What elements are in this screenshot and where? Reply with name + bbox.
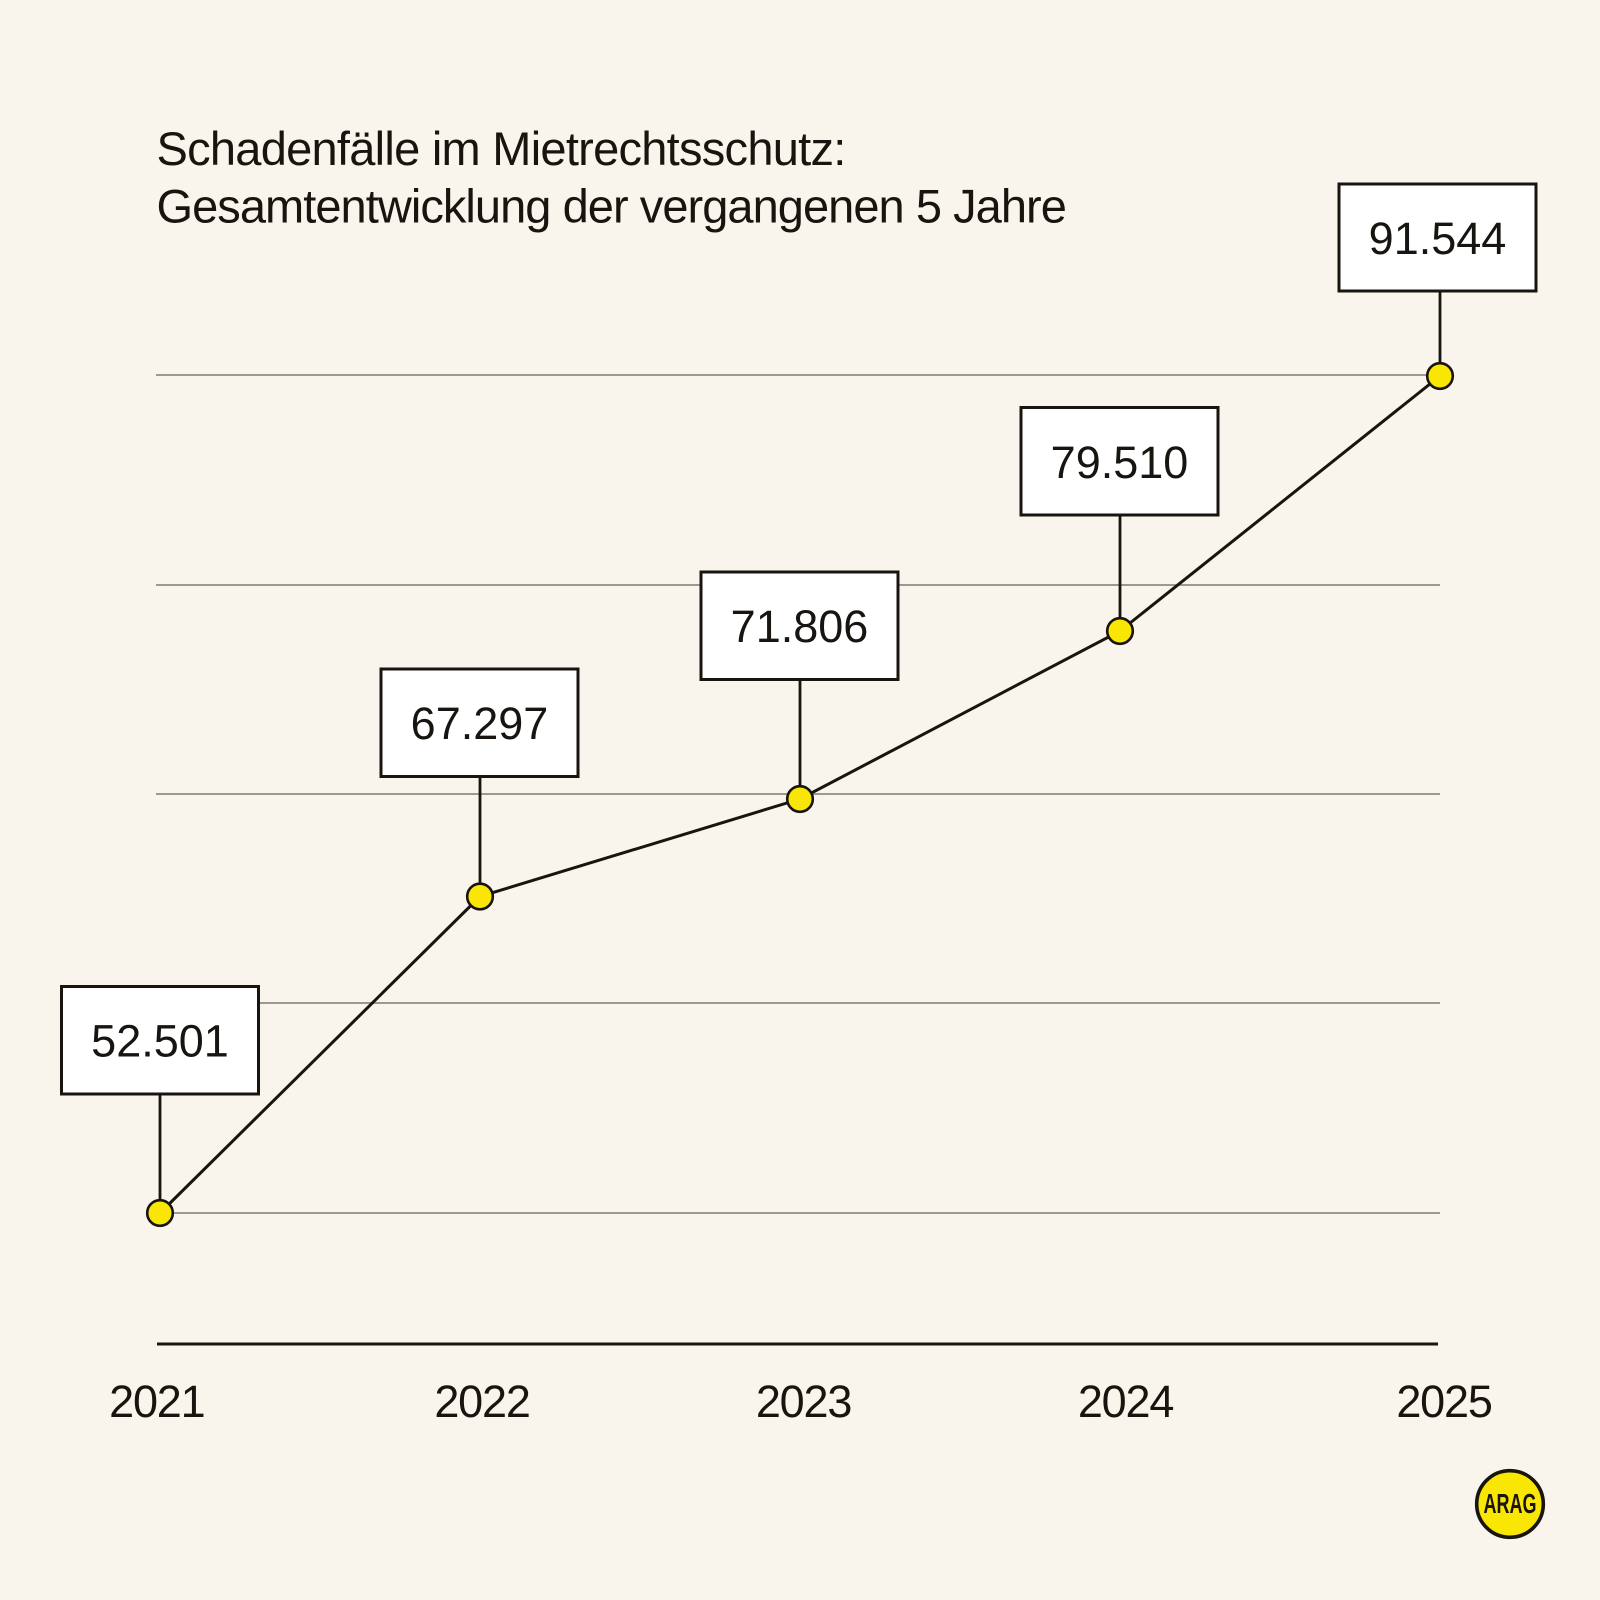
svg-text:67.297: 67.297 [411,698,549,749]
svg-text:2023: 2023 [756,1376,851,1427]
svg-text:Gesamtentwicklung der vergange: Gesamtentwicklung der vergangenen 5 Jahr… [157,180,1066,233]
svg-text:ARAG: ARAG [1484,1488,1537,1519]
svg-text:79.510: 79.510 [1051,437,1189,488]
svg-text:2024: 2024 [1078,1376,1173,1427]
svg-text:Schadenfälle im Mietrechtsschu: Schadenfälle im Mietrechtsschutz: [157,122,846,175]
svg-text:2025: 2025 [1396,1376,1491,1427]
svg-text:52.501: 52.501 [91,1016,229,1067]
svg-text:71.806: 71.806 [731,601,869,652]
svg-text:91.544: 91.544 [1369,213,1507,264]
svg-text:2022: 2022 [434,1376,529,1427]
svg-text:2021: 2021 [109,1376,204,1427]
